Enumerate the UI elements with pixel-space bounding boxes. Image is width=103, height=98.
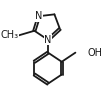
- Text: N: N: [35, 11, 43, 21]
- Text: N: N: [44, 35, 52, 45]
- Text: CH₃: CH₃: [1, 30, 19, 40]
- Text: OH: OH: [87, 48, 102, 58]
